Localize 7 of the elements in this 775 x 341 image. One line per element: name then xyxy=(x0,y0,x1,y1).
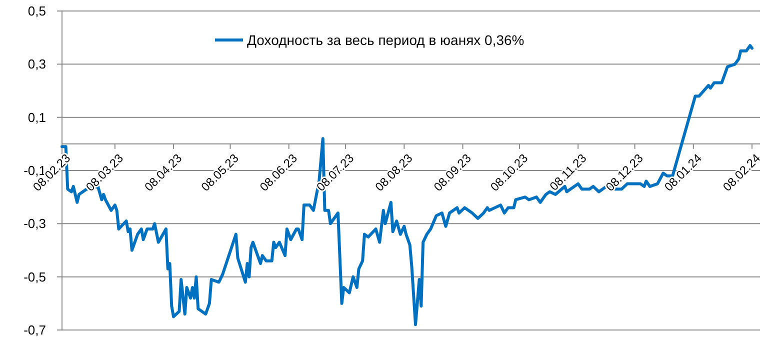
y-tick-label: -0,7 xyxy=(24,322,46,338)
y-tick-label: 0,5 xyxy=(28,4,46,19)
y-tick-label: 0,3 xyxy=(28,56,46,72)
y-tick-label: -0,5 xyxy=(24,269,46,284)
legend-label: Доходность за весь период в юанях 0,36% xyxy=(247,32,524,48)
y-tick-label: 0,1 xyxy=(28,110,46,125)
y-tick-label: -0,3 xyxy=(24,216,46,232)
